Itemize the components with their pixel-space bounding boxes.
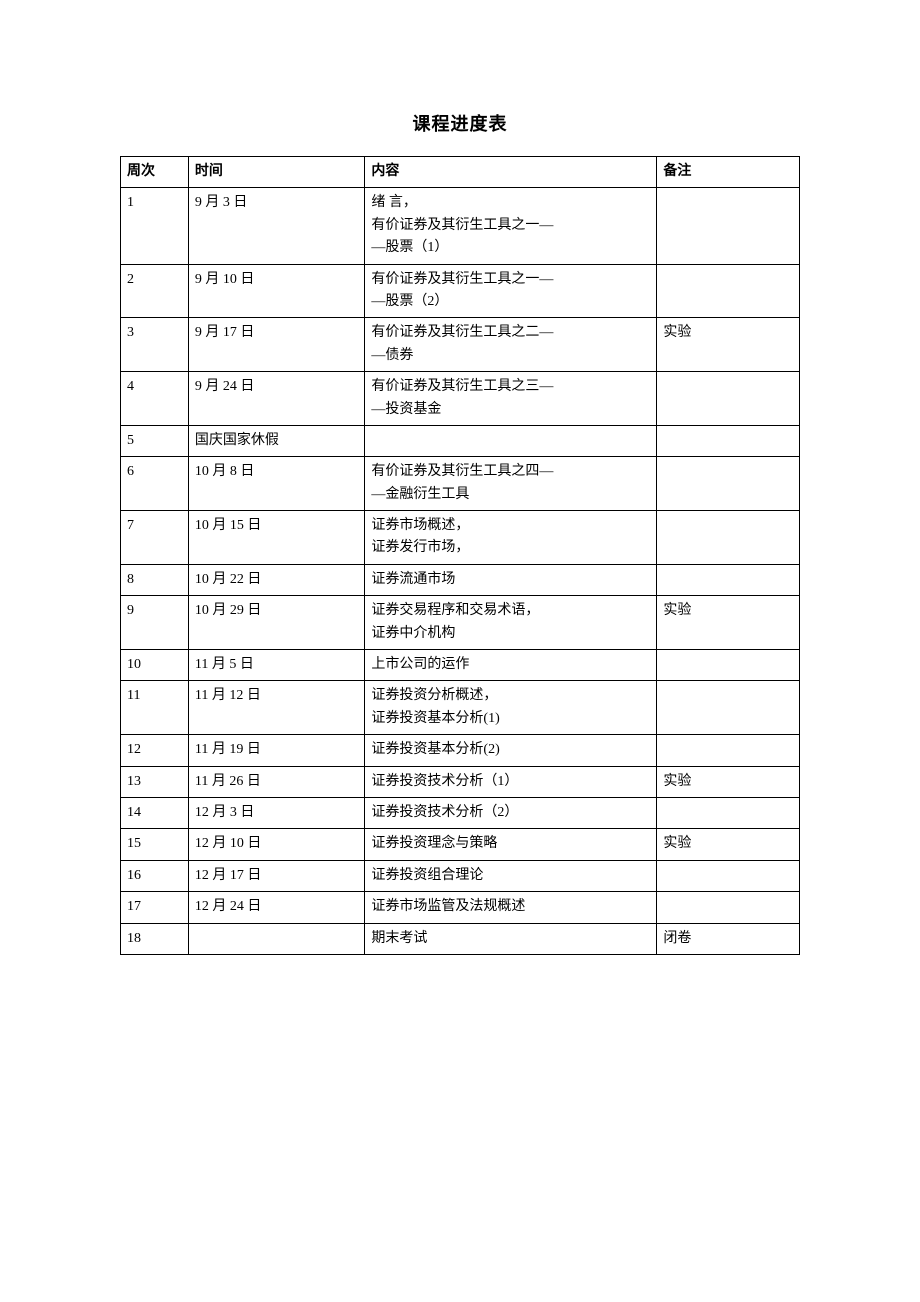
table-row: 5国庆国家休假 — [121, 425, 800, 456]
cell-content: 有价证券及其衍生工具之一— —股票（2） — [365, 264, 657, 318]
header-week: 周次 — [121, 157, 189, 188]
table-row: 49 月 24 日有价证券及其衍生工具之三— —投资基金 — [121, 372, 800, 426]
cell-week: 6 — [121, 457, 189, 511]
table-row: 910 月 29 日证券交易程序和交易术语， 证券中介机构实验 — [121, 596, 800, 650]
cell-note — [657, 264, 800, 318]
table-row: 1011 月 5 日上市公司的运作 — [121, 650, 800, 681]
cell-week: 8 — [121, 564, 189, 595]
cell-time: 12 月 10 日 — [188, 829, 365, 860]
table-row: 1412 月 3 日证券投资技术分析（2） — [121, 797, 800, 828]
table-row: 1211 月 19 日证券投资基本分析(2) — [121, 735, 800, 766]
cell-week: 4 — [121, 372, 189, 426]
cell-content: 有价证券及其衍生工具之四— —金融衍生工具 — [365, 457, 657, 511]
cell-time: 9 月 17 日 — [188, 318, 365, 372]
cell-content: 证券流通市场 — [365, 564, 657, 595]
cell-time: 9 月 24 日 — [188, 372, 365, 426]
cell-content: 证券交易程序和交易术语， 证券中介机构 — [365, 596, 657, 650]
cell-content: 期末考试 — [365, 923, 657, 954]
cell-note: 实验 — [657, 766, 800, 797]
header-content: 内容 — [365, 157, 657, 188]
cell-time: 10 月 29 日 — [188, 596, 365, 650]
cell-week: 11 — [121, 681, 189, 735]
cell-note — [657, 735, 800, 766]
cell-note: 实验 — [657, 318, 800, 372]
cell-note — [657, 892, 800, 923]
cell-note — [657, 511, 800, 565]
cell-note — [657, 372, 800, 426]
cell-note: 实验 — [657, 596, 800, 650]
cell-time: 11 月 12 日 — [188, 681, 365, 735]
cell-week: 15 — [121, 829, 189, 860]
cell-time: 10 月 15 日 — [188, 511, 365, 565]
cell-week: 18 — [121, 923, 189, 954]
cell-note — [657, 650, 800, 681]
cell-note — [657, 188, 800, 264]
cell-note — [657, 457, 800, 511]
cell-week: 2 — [121, 264, 189, 318]
table-row: 710 月 15 日证券市场概述， 证券发行市场， — [121, 511, 800, 565]
cell-content: 证券市场概述， 证券发行市场， — [365, 511, 657, 565]
cell-time: 10 月 22 日 — [188, 564, 365, 595]
table-row: 18 期末考试闭卷 — [121, 923, 800, 954]
cell-time: 9 月 3 日 — [188, 188, 365, 264]
cell-note: 实验 — [657, 829, 800, 860]
cell-content: 证券投资技术分析（1） — [365, 766, 657, 797]
cell-time: 11 月 26 日 — [188, 766, 365, 797]
cell-content: 有价证券及其衍生工具之三— —投资基金 — [365, 372, 657, 426]
cell-note — [657, 797, 800, 828]
header-note: 备注 — [657, 157, 800, 188]
schedule-table: 周次 时间 内容 备注 19 月 3 日绪 言， 有价证券及其衍生工具之一— —… — [120, 156, 800, 955]
cell-week: 1 — [121, 188, 189, 264]
cell-content: 证券投资技术分析（2） — [365, 797, 657, 828]
header-time: 时间 — [188, 157, 365, 188]
table-row: 1612 月 17 日证券投资组合理论 — [121, 860, 800, 891]
cell-content: 有价证券及其衍生工具之二— —债券 — [365, 318, 657, 372]
cell-time: 11 月 5 日 — [188, 650, 365, 681]
cell-time: 10 月 8 日 — [188, 457, 365, 511]
cell-time: 国庆国家休假 — [188, 425, 365, 456]
cell-content: 证券投资组合理论 — [365, 860, 657, 891]
table-row: 610 月 8 日有价证券及其衍生工具之四— —金融衍生工具 — [121, 457, 800, 511]
table-row: 810 月 22 日证券流通市场 — [121, 564, 800, 595]
cell-note — [657, 860, 800, 891]
cell-note — [657, 564, 800, 595]
cell-content: 证券投资理念与策略 — [365, 829, 657, 860]
cell-note: 闭卷 — [657, 923, 800, 954]
cell-time — [188, 923, 365, 954]
cell-time: 11 月 19 日 — [188, 735, 365, 766]
table-row: 1111 月 12 日证券投资分析概述， 证券投资基本分析(1) — [121, 681, 800, 735]
cell-week: 13 — [121, 766, 189, 797]
table-row: 1712 月 24 日证券市场监管及法规概述 — [121, 892, 800, 923]
cell-week: 14 — [121, 797, 189, 828]
table-row: 39 月 17 日有价证券及其衍生工具之二— —债券实验 — [121, 318, 800, 372]
cell-time: 12 月 3 日 — [188, 797, 365, 828]
cell-week: 3 — [121, 318, 189, 372]
table-body: 19 月 3 日绪 言， 有价证券及其衍生工具之一— —股票（1）29 月 10… — [121, 188, 800, 955]
page-title: 课程进度表 — [120, 110, 800, 136]
cell-week: 5 — [121, 425, 189, 456]
cell-content: 证券市场监管及法规概述 — [365, 892, 657, 923]
cell-note — [657, 425, 800, 456]
cell-week: 10 — [121, 650, 189, 681]
cell-week: 12 — [121, 735, 189, 766]
cell-time: 12 月 17 日 — [188, 860, 365, 891]
table-row: 29 月 10 日有价证券及其衍生工具之一— —股票（2） — [121, 264, 800, 318]
cell-content — [365, 425, 657, 456]
table-row: 1512 月 10 日证券投资理念与策略实验 — [121, 829, 800, 860]
table-row: 19 月 3 日绪 言， 有价证券及其衍生工具之一— —股票（1） — [121, 188, 800, 264]
table-row: 1311 月 26 日证券投资技术分析（1）实验 — [121, 766, 800, 797]
cell-content: 上市公司的运作 — [365, 650, 657, 681]
cell-note — [657, 681, 800, 735]
cell-week: 17 — [121, 892, 189, 923]
cell-content: 绪 言， 有价证券及其衍生工具之一— —股票（1） — [365, 188, 657, 264]
cell-time: 9 月 10 日 — [188, 264, 365, 318]
cell-content: 证券投资分析概述， 证券投资基本分析(1) — [365, 681, 657, 735]
cell-week: 16 — [121, 860, 189, 891]
cell-time: 12 月 24 日 — [188, 892, 365, 923]
cell-content: 证券投资基本分析(2) — [365, 735, 657, 766]
cell-week: 9 — [121, 596, 189, 650]
table-header-row: 周次 时间 内容 备注 — [121, 157, 800, 188]
cell-week: 7 — [121, 511, 189, 565]
